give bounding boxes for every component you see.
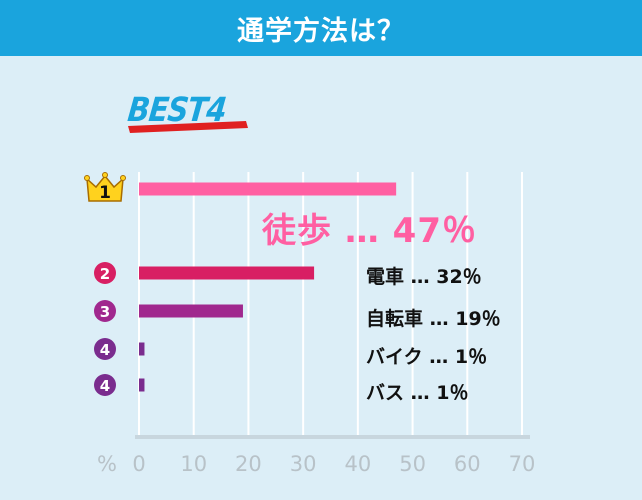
- bar: [139, 342, 145, 356]
- bar: [139, 378, 145, 392]
- rank-circle-icon: [94, 262, 116, 284]
- crown-jewel: [84, 175, 90, 181]
- rank-number: 4: [100, 377, 110, 395]
- x-tick-label: 30: [290, 452, 317, 476]
- crown-jewel: [120, 175, 126, 181]
- crown-jewel: [102, 172, 108, 178]
- x-tick-label: 40: [344, 452, 371, 476]
- fourth-place-label-a: バイク … 1％: [366, 346, 488, 368]
- bar: [139, 266, 315, 280]
- rank-circle-icon: [94, 374, 116, 396]
- bar: [139, 304, 243, 318]
- best-badge-underline: [128, 121, 248, 133]
- x-tick-label: 70: [509, 452, 536, 476]
- rank-number: 1: [99, 183, 111, 203]
- rank-number: 2: [100, 265, 110, 283]
- rank-number: 4: [100, 341, 110, 359]
- bar: [139, 182, 397, 196]
- rank-circle-icon: [94, 338, 116, 360]
- first-place-label: 徒歩 … 47％: [262, 211, 477, 251]
- third-place-label: 自転車 … 19％: [366, 308, 501, 330]
- fourth-place-label-b: バス … 1％: [366, 382, 469, 404]
- x-axis-unit-label: %: [97, 452, 117, 476]
- rank-number: 3: [100, 303, 110, 321]
- x-tick-label: 20: [235, 452, 262, 476]
- page-title: 通学方法は？: [237, 15, 405, 47]
- x-tick-label: 10: [180, 452, 207, 476]
- second-place-label: 電車 … 32％: [366, 266, 482, 288]
- x-tick-label: 0: [132, 452, 145, 476]
- x-tick-label: 60: [454, 452, 481, 476]
- x-tick-label: 50: [399, 452, 426, 476]
- rank-circle-icon: [94, 300, 116, 322]
- header-bar: 通学方法は？: [0, 0, 642, 56]
